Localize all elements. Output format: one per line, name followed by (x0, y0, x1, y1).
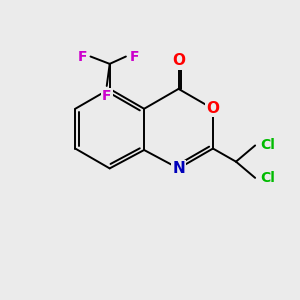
Text: F: F (102, 89, 112, 103)
Text: F: F (77, 50, 87, 64)
Text: O: O (172, 53, 185, 68)
Text: O: O (206, 101, 220, 116)
Text: F: F (129, 50, 139, 64)
Text: N: N (172, 161, 185, 176)
Text: Cl: Cl (260, 139, 275, 152)
Text: Cl: Cl (260, 171, 275, 185)
